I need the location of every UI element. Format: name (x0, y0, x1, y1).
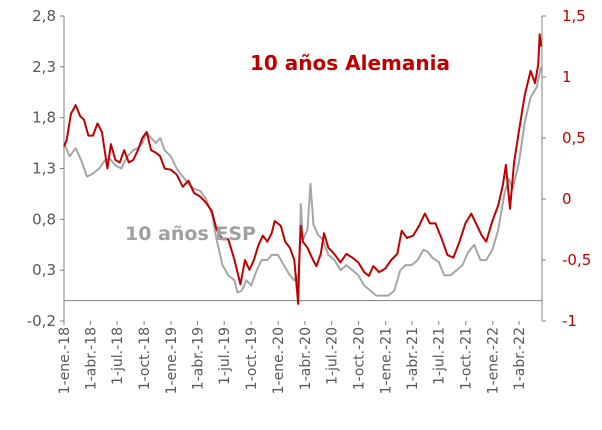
right-tick-label: -0,5 (562, 251, 591, 269)
left-tick-label: 0,8 (32, 210, 56, 228)
annotation-alemania: 10 años Alemania (250, 51, 450, 75)
left-axis-ticks: -0,2 0,3 0,8 1,3 1,8 2,3 2,8 (27, 7, 64, 330)
x-tick-label: 1-abr.-19 (191, 327, 207, 390)
series-lines (63, 33, 543, 305)
left-tick-label: 1,3 (32, 160, 56, 178)
right-tick-label: 0 (562, 190, 572, 208)
x-axis-ticks: 1-ene.-18 1-abr.-18 1-jul.-18 1-oct.-18 1-en… (57, 321, 528, 394)
x-tick-label: 1-ene.-18 (57, 327, 73, 394)
x-tick-label: 1-ene.-22 (486, 327, 502, 394)
annotation-esp: 10 años ESP (125, 223, 256, 245)
right-axis-ticks: -1 -0,5 0 0,5 1 1,5 (542, 7, 591, 330)
series-line-alemania (63, 33, 543, 305)
x-tick-label: 1-abr.-18 (83, 327, 99, 390)
x-tick-label: 1-jul.-21 (432, 327, 448, 385)
x-tick-label: 1-oct.-19 (244, 327, 260, 390)
left-tick-label: 2,3 (32, 58, 56, 76)
left-tick-label: 0,3 (32, 261, 56, 279)
x-tick-label: 1-jul.-19 (217, 327, 233, 385)
series-line-esp (63, 66, 543, 297)
right-tick-label: 0,5 (562, 129, 586, 147)
x-tick-label: 1-abr.-20 (298, 327, 314, 390)
x-tick-label: 1-oct.-18 (137, 327, 153, 390)
right-tick-label: 1,5 (562, 7, 586, 25)
right-tick-label: -1 (562, 312, 577, 330)
left-tick-label: 2,8 (32, 7, 56, 25)
left-tick-label: -0,2 (27, 312, 56, 330)
x-tick-label: 1-ene.-19 (164, 327, 180, 394)
x-tick-label: 1-oct.-20 (352, 327, 368, 390)
x-tick-label: 1-abr.-21 (405, 327, 421, 390)
left-tick-label: 1,8 (32, 109, 56, 127)
x-tick-label: 1-abr.-22 (512, 327, 528, 390)
x-tick-label: 1-oct.-21 (459, 327, 475, 390)
right-tick-label: 1 (562, 68, 572, 86)
x-tick-label: 1-ene.-20 (271, 327, 287, 394)
x-tick-label: 1-jul.-18 (110, 327, 126, 385)
x-tick-label: 1-jul.-20 (325, 327, 341, 385)
x-tick-label: 1-ene.-21 (379, 327, 395, 394)
